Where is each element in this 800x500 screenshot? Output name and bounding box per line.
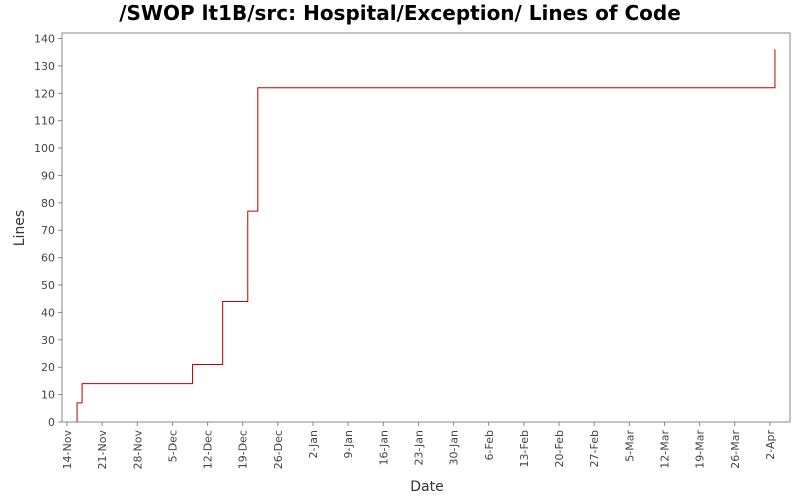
x-tick-label: 20-Feb [553,430,566,467]
x-tick-label: 23-Jan [412,430,425,466]
x-tick-label: 16-Jan [377,430,390,466]
x-tick-label: 30-Jan [448,430,461,466]
x-tick-label: 14-Nov [61,430,74,470]
x-tick-label: 19-Mar [694,430,707,469]
y-tick-label: 80 [41,197,55,210]
x-tick-label: 9-Jan [342,430,355,459]
y-tick-label: 100 [34,142,55,155]
y-tick-label: 130 [34,60,55,73]
y-axis-label: Lines [12,210,28,246]
x-tick-label: 6-Feb [483,430,496,460]
x-tick-label: 5-Dec [166,430,179,462]
y-tick-label: 0 [48,416,55,429]
x-axis: 14-Nov 21-Nov 28-Nov 5-Dec 12-Dec 19-Dec 26-De… [61,422,777,469]
series-layer [76,49,776,422]
x-tick-label: 12-Dec [202,430,215,469]
y-tick-label: 40 [41,306,55,319]
y-tick-label: 30 [41,334,55,347]
y-tick-label: 20 [41,361,55,374]
y-tick-label: 60 [41,252,55,265]
y-tick-label: 90 [41,169,55,182]
x-axis-label: Date [410,479,443,495]
series-line [76,49,776,422]
y-tick-label: 110 [34,115,55,128]
x-tick-label: 26-Dec [272,430,285,469]
y-axis: 0 10 20 30 40 50 60 70 80 90 100 110 120 130 140 [34,32,62,429]
y-tick-label: 120 [34,87,55,100]
x-tick-label: 5-Mar [623,430,636,462]
plot-area [61,32,791,423]
x-tick-label: 12-Mar [658,430,671,469]
x-tick-label: 21-Nov [96,430,109,470]
chart-title: /SWOP lt1B/src: Hospital/Exception/ Line… [119,1,681,25]
y-tick-label: 70 [41,224,55,237]
x-tick-label: 2-Jan [307,430,320,459]
x-tick-label: 2-Apr [764,430,777,460]
x-tick-label: 13-Feb [518,430,531,467]
x-tick-label: 28-Nov [131,430,144,470]
y-tick-label: 50 [41,279,55,292]
x-tick-label: 19-Dec [237,430,250,469]
y-tick-label: 140 [34,32,55,45]
x-tick-label: 27-Feb [588,430,601,467]
x-tick-label: 26-Mar [729,430,742,469]
y-tick-label: 10 [41,389,55,402]
